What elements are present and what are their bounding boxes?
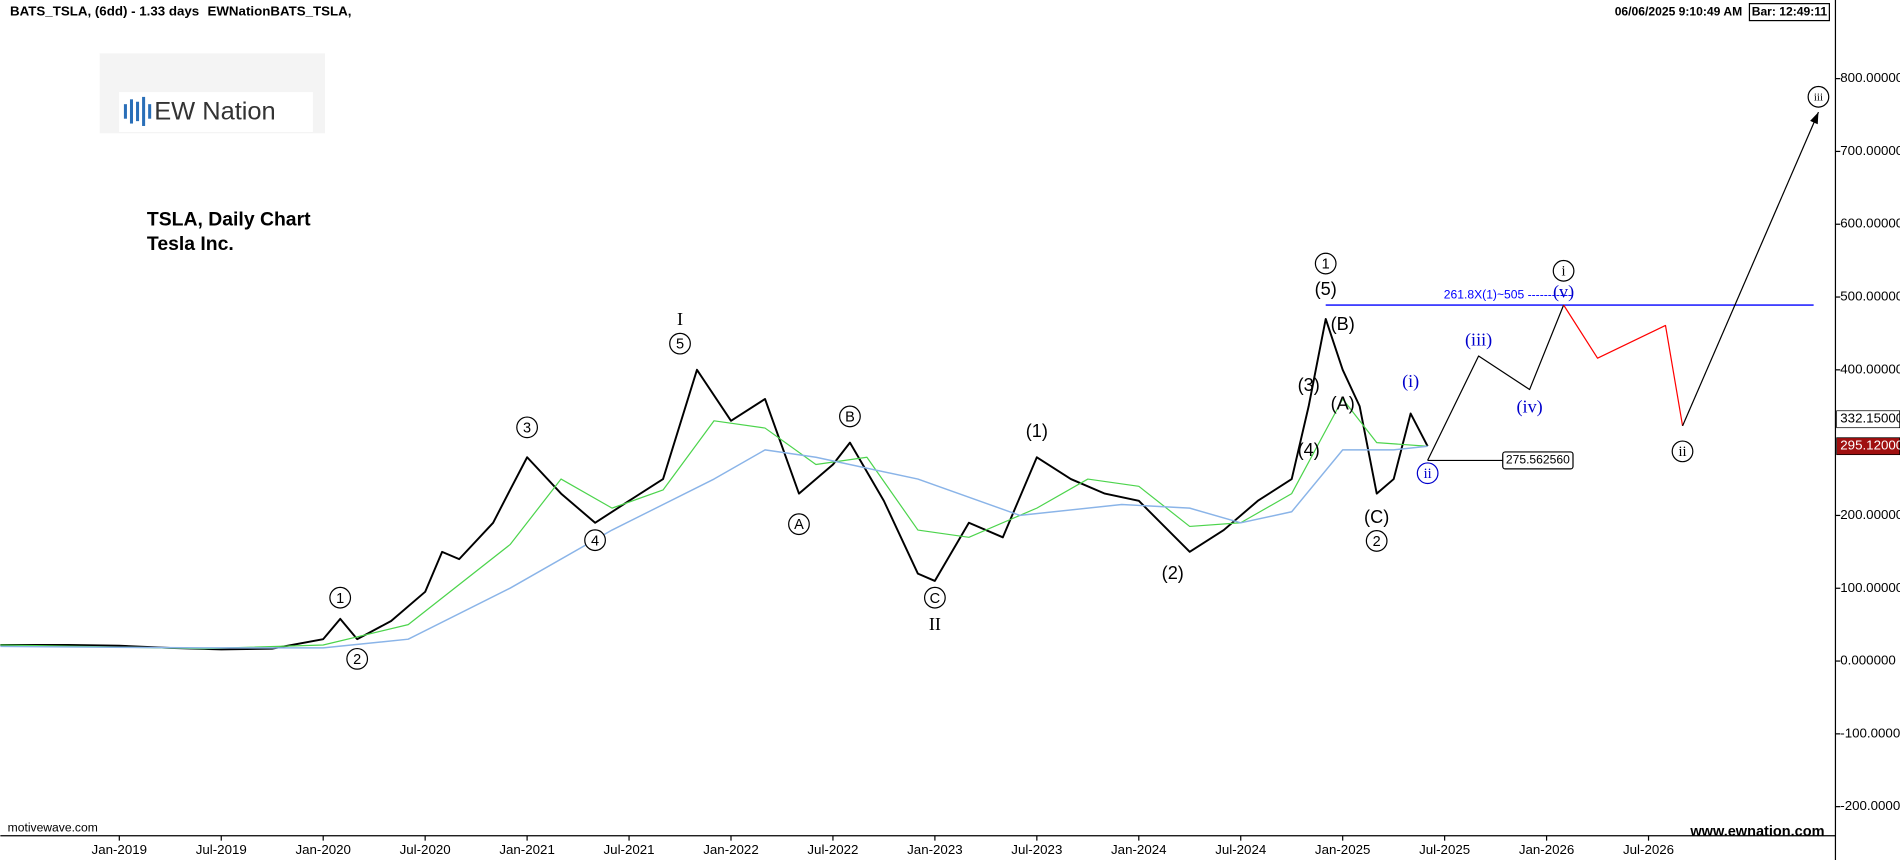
- x-tick-label: Jul-2019: [196, 842, 247, 857]
- price-line: [1563, 304, 1684, 426]
- price-marker-label: 295.12000: [1840, 438, 1900, 453]
- wave-label: (C): [1364, 507, 1389, 527]
- wave-circle: [788, 513, 810, 536]
- wave-label: (2): [1162, 563, 1184, 583]
- wave-circle: [1552, 259, 1575, 282]
- wave-circle: [1365, 530, 1388, 552]
- wave-circle: [669, 332, 691, 355]
- wave-label: (iv): [1516, 396, 1542, 417]
- x-tick-label: Jul-2024: [1215, 842, 1267, 857]
- x-tick-label: Jan-2026: [1519, 842, 1575, 857]
- wave-label: (i): [1402, 371, 1419, 392]
- x-tick-label: Jul-2020: [400, 842, 451, 857]
- y-tick-label: 600.000000: [1840, 216, 1900, 231]
- logo-text: EW Nation: [154, 97, 276, 125]
- wave-label: 2: [1373, 534, 1381, 550]
- wave-label: 4: [591, 533, 599, 549]
- x-tick-label: Jan-2022: [703, 842, 759, 857]
- price-line: [1427, 304, 1565, 461]
- arrow-head: [1810, 112, 1819, 125]
- wave-label: C: [930, 591, 940, 607]
- wave-circle: [346, 647, 369, 670]
- price-line: [0, 317, 1429, 651]
- level-box: [1502, 451, 1574, 470]
- price-marker-label: 332.15000: [1840, 411, 1900, 426]
- logo-inner: [119, 92, 313, 133]
- logo-bar: [123, 104, 127, 119]
- logo: EW Nation: [99, 53, 325, 134]
- y-tick-label: 700.000000: [1840, 143, 1900, 158]
- x-tick-label: Jan-2024: [1111, 842, 1167, 857]
- wave-label: I: [677, 309, 683, 329]
- x-tick-label: Jul-2023: [1011, 842, 1062, 857]
- x-tick-label: Jul-2025: [1419, 842, 1470, 857]
- wave-label: ii: [1424, 466, 1432, 482]
- price-line: [0, 445, 1428, 649]
- datetime: 06/06/2025 9:10:49 AM: [1615, 4, 1742, 18]
- logo-bar: [129, 99, 133, 124]
- wave-label: iii: [1814, 92, 1823, 104]
- wave-circle: [1807, 85, 1830, 108]
- chart-title: TSLA, Daily Chart: [147, 209, 311, 231]
- wave-label: (4): [1298, 440, 1320, 460]
- x-tick-label: Jan-2021: [499, 842, 555, 857]
- wave-label: A: [794, 517, 804, 533]
- y-tick-label: -200.00000: [1840, 798, 1900, 813]
- x-tick-label: Jan-2025: [1315, 842, 1371, 857]
- logo-bar: [136, 101, 140, 122]
- chart-subtitle: Tesla Inc.: [147, 233, 234, 255]
- wave-circle: [329, 586, 352, 609]
- wave-label: 5: [676, 337, 684, 353]
- wave-label: 2: [353, 652, 361, 668]
- wave-circle: [923, 586, 946, 609]
- level-label: 275.562560: [1506, 453, 1570, 467]
- footer-left: motivewave.com: [8, 821, 98, 835]
- y-tick-label: 500.000000: [1840, 289, 1900, 304]
- wave-label: B: [845, 409, 855, 425]
- y-tick-label: 0.000000: [1840, 653, 1896, 668]
- wave-label: (3): [1298, 375, 1320, 395]
- wave-label: (A): [1331, 393, 1355, 413]
- wave-label: 1: [336, 591, 344, 607]
- wave-label: (B): [1331, 314, 1355, 334]
- y-tick-label: 400.000000: [1840, 361, 1900, 376]
- wave-circle: [1416, 462, 1439, 485]
- price-line: [0, 398, 1428, 650]
- wave-label: (5): [1315, 279, 1337, 299]
- wave-label: 3: [523, 420, 531, 436]
- logo-bar: [148, 104, 152, 119]
- x-tick-label: Jul-2026: [1623, 842, 1674, 857]
- wave-label: i: [1562, 263, 1566, 279]
- wave-label: (v): [1553, 281, 1574, 302]
- wave-circle: [1671, 440, 1694, 463]
- x-tick-label: Jan-2023: [907, 842, 963, 857]
- wave-label: 1: [1322, 257, 1330, 273]
- bar-timer: Bar: 12:49:11: [1752, 4, 1828, 18]
- bar-box: [1748, 3, 1830, 22]
- wave-circle: [1314, 252, 1337, 275]
- source: EWNationBATS_TSLA,: [207, 4, 351, 19]
- footer-right: www.ewnation.com: [1689, 824, 1824, 840]
- x-tick-label: Jan-2020: [295, 842, 351, 857]
- x-tick-label: Jul-2021: [604, 842, 655, 857]
- x-tick-label: Jul-2022: [807, 842, 858, 857]
- wave-label: II: [929, 614, 941, 634]
- x-tick-label: Jan-2019: [92, 842, 148, 857]
- wave-label: (1): [1026, 421, 1048, 441]
- y-tick-label: 100.000000: [1840, 580, 1900, 595]
- wave-circle: [839, 405, 861, 428]
- y-tick-label: -100.00000: [1840, 725, 1900, 740]
- y-tick-label: 800.00000: [1840, 70, 1900, 85]
- price-line: [1682, 111, 1820, 427]
- wave-circle: [584, 529, 606, 552]
- logo-bar: [142, 96, 146, 126]
- y-tick-label: 200.000000: [1840, 507, 1900, 522]
- target-label: 261.8X(1)~505 -----------: [1444, 288, 1572, 302]
- wave-label: (iii): [1465, 329, 1492, 350]
- wave-label: ii: [1678, 444, 1686, 460]
- wave-circle: [516, 416, 539, 439]
- symbol: BATS_TSLA, (6dd) - 1.33 days: [10, 4, 199, 19]
